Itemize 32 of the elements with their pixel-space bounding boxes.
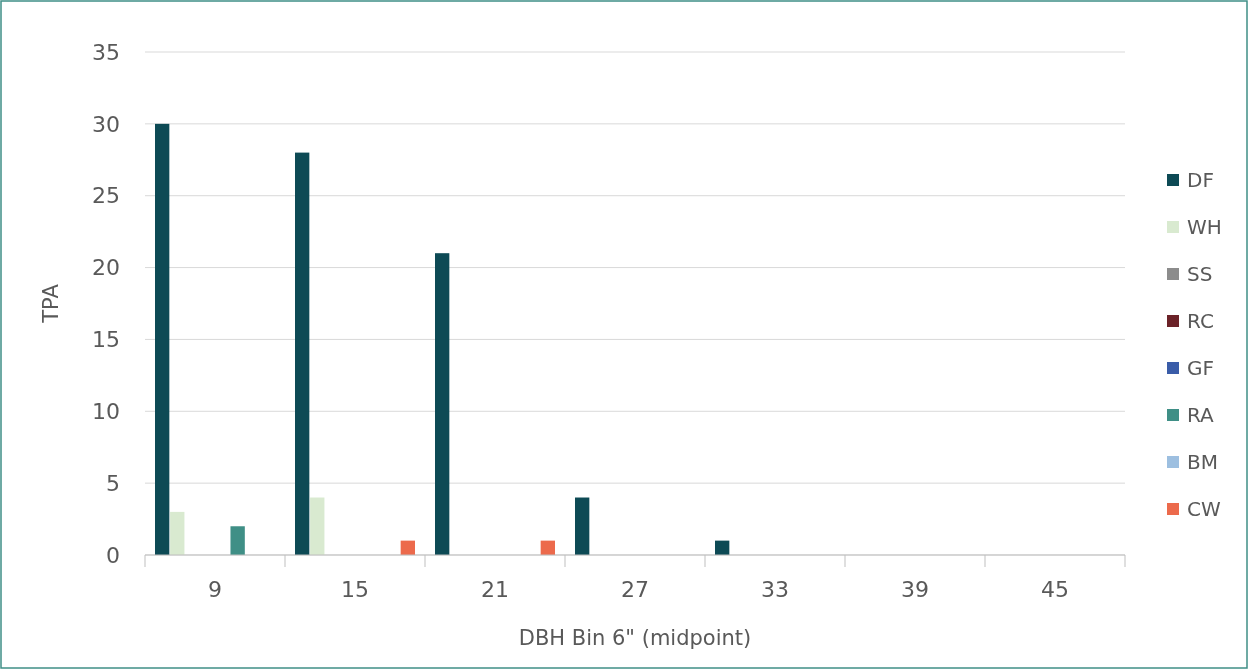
y-tick-label: 15 [92, 327, 120, 353]
bar [575, 497, 590, 555]
legend-label: SS [1187, 262, 1213, 286]
legend-label: GF [1187, 356, 1215, 380]
x-axis-title: DBH Bin 6" (midpoint) [518, 626, 752, 650]
y-tick-label: 25 [92, 183, 120, 209]
legend-label: RC [1187, 309, 1214, 333]
x-tick-label: 39 [901, 577, 929, 602]
legend-label: WH [1187, 215, 1222, 239]
legend-label: RA [1187, 403, 1215, 427]
x-tick-label: 9 [208, 577, 222, 602]
bar [230, 526, 245, 555]
x-tick-label: 45 [1041, 577, 1069, 602]
x-tick-label: 15 [341, 577, 369, 602]
bar [435, 253, 450, 555]
x-tick-label: 33 [761, 577, 789, 602]
y-axis-title: TPA [39, 283, 63, 324]
y-tick-label: 5 [106, 470, 120, 496]
legend-label: DF [1187, 168, 1214, 192]
y-tick-label: 30 [92, 111, 120, 137]
x-tick-label: 21 [481, 577, 509, 602]
legend-label: CW [1187, 497, 1221, 521]
x-tick-label: 27 [621, 577, 649, 602]
bar [170, 511, 185, 555]
y-tick-label: 0 [106, 542, 120, 568]
legend-label: BM [1187, 450, 1218, 474]
y-tick-label: 35 [92, 39, 120, 65]
y-tick-label: 20 [92, 255, 120, 281]
bar [155, 123, 170, 555]
y-tick-label: 10 [92, 398, 120, 424]
bar [310, 497, 325, 555]
bar [295, 152, 310, 555]
